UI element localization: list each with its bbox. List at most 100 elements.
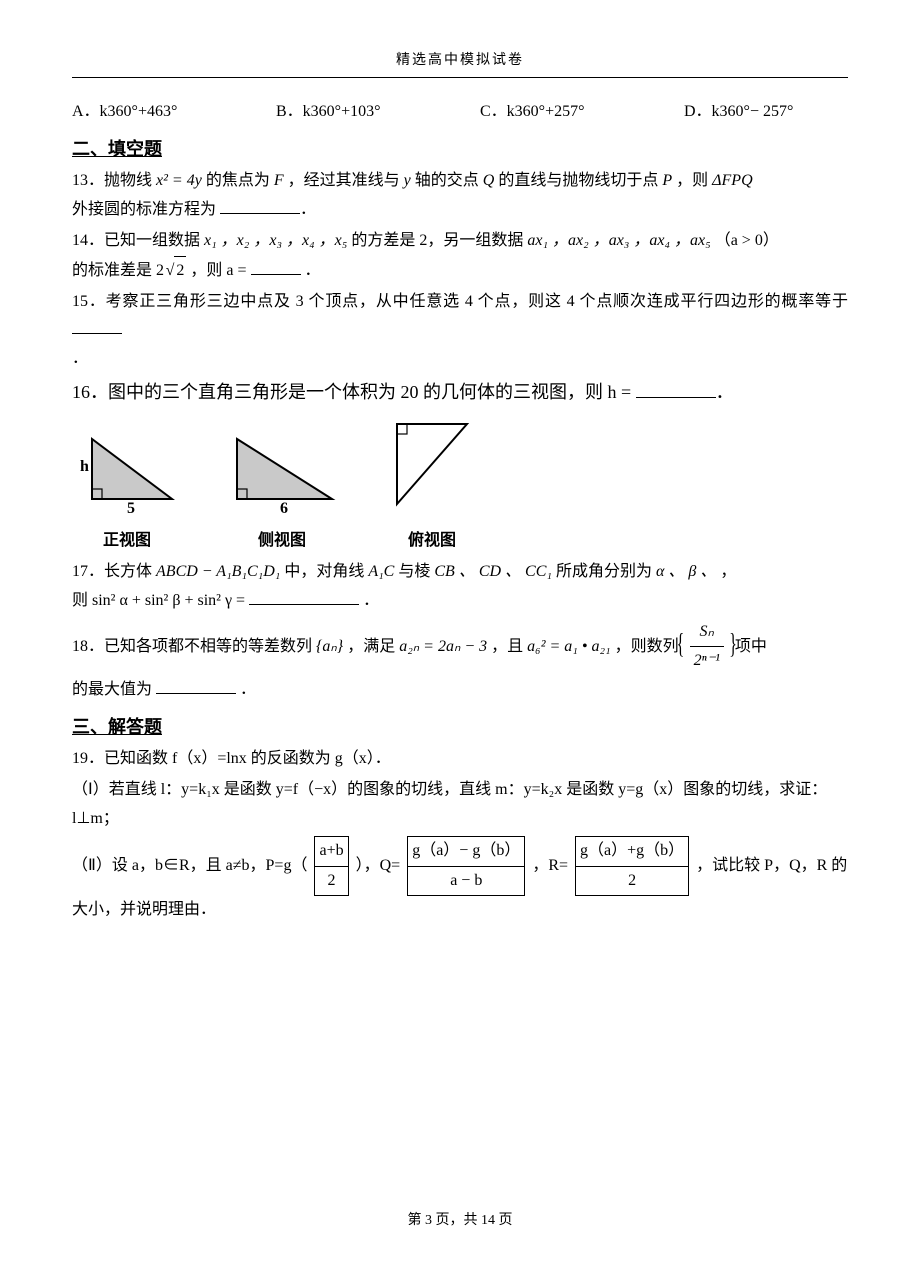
option-B: B．k360°+103°	[276, 98, 440, 127]
q17-diag: A₁C	[368, 563, 394, 580]
q17-d: 所成角分别为	[556, 563, 656, 580]
q16-blank	[636, 379, 716, 398]
q14-a: 14．已知一组数据	[72, 232, 204, 249]
section-3-title: 三、解答题	[72, 711, 848, 743]
frac-Q-num: g（a）− g（b）	[407, 836, 525, 866]
q18-c: ，且	[491, 638, 527, 655]
q18: 18．已知各项都不相等的等差数列 {aₙ} ，满足 a₂ₙ = 2aₙ − 3 …	[72, 618, 848, 705]
q18-e: 项中	[735, 638, 767, 655]
q12-options: A．k360°+463° B．k360°+103° C．k360°+257° D…	[72, 98, 848, 127]
q19p2c: ，R=	[532, 857, 568, 874]
q17-c: 与棱	[398, 563, 434, 580]
q14-sqrt: 2√2	[156, 262, 186, 279]
q17-dot: ．	[363, 592, 379, 609]
label-5: 5	[127, 500, 135, 514]
frac-R-num: g（a）+g（b）	[575, 836, 689, 866]
q19p2d: ，试比较 P，Q，R 的	[696, 857, 847, 874]
side-view: 6 侧视图	[222, 429, 342, 556]
q17-a: 17．长方体	[72, 563, 156, 580]
side-view-svg: 6	[222, 429, 342, 514]
q14: 14．已知一组数据 x₁ ，x₂ ，x₃ ，x₄ ，x₅ 的方差是 2，另一组数…	[72, 227, 848, 286]
q13-text-g: 外接圆的标准方程为	[72, 201, 216, 218]
q18-g: ．	[240, 681, 256, 698]
header-text: 精选高中模拟试卷	[396, 53, 524, 68]
q14-blank	[251, 258, 301, 275]
top-view: 俯视图	[382, 414, 482, 556]
q18-frac: Sₙ 2ⁿ⁻¹	[683, 618, 731, 677]
q13-text-a: 13．抛物线	[72, 172, 156, 189]
q17-sum: 则 sin² α + sin² β + sin² γ =	[72, 592, 245, 609]
q17-body: ABCD − A₁B₁C₁D₁	[156, 563, 280, 580]
footer-middle: 页，共	[436, 1213, 482, 1228]
q17-angles: α 、 β 、	[656, 563, 720, 580]
q14-b: 的方差是 2，另一组数据	[351, 232, 527, 249]
q15-dot: ．	[72, 350, 88, 367]
top-caption: 俯视图	[382, 527, 482, 556]
q13-text-e: 的直线与抛物线切于点	[498, 172, 662, 189]
option-D: D．k360°− 257°	[684, 98, 848, 127]
q17: 17．长方体 ABCD − A₁B₁C₁D₁ 中，对角线 A₁C 与棱 CB 、…	[72, 558, 848, 616]
footer-total: 14	[481, 1213, 495, 1228]
exam-page: 精选高中模拟试卷 A．k360°+463° B．k360°+103° C．k36…	[0, 0, 920, 1273]
q13: 13．抛物线 x² = 4y 的焦点为 F ，经过其准线与 y 轴的交点 Q 的…	[72, 167, 848, 225]
frac-R: g（a）+g（b） 2	[575, 836, 689, 897]
q17-blank	[249, 588, 359, 605]
q19p2b: ），Q=	[356, 857, 401, 874]
q19p2: （Ⅱ）设 a，b∈R，且 a≠b，P=g（ a+b 2 ），Q= g（a）− g…	[72, 836, 848, 925]
q19p2e: 大小，并说明理由．	[72, 901, 216, 918]
q14-seq1: x₁ ，x₂ ，x₃ ，x₄ ，x₅	[204, 232, 347, 249]
frac-ab2-den: 2	[314, 866, 348, 897]
top-view-svg	[382, 414, 482, 514]
option-A: A．k360°+463°	[72, 98, 236, 127]
q18-seq: {aₙ}	[316, 638, 343, 655]
q14-f: ．	[305, 262, 321, 279]
q15-blank	[72, 317, 122, 334]
three-views: h 5 正视图 6 侧视图 俯视图	[72, 414, 848, 556]
footer-prefix: 第	[408, 1213, 426, 1228]
q14-e: ，则 a =	[190, 262, 246, 279]
q13-text-b: 的焦点为	[206, 172, 274, 189]
label-h: h	[80, 458, 89, 475]
front-view-svg: h 5	[72, 429, 182, 514]
q18-d: ，则数列	[615, 638, 683, 655]
q19p1: （Ⅰ）若直线 l：y=k₁x 是函数 y=f（−x）的图象的切线，直线 m：y=…	[72, 776, 848, 834]
q18-a: 18．已知各项都不相等的等差数列	[72, 638, 316, 655]
q14-d: 的标准差是	[72, 262, 156, 279]
q18-b: ，满足	[347, 638, 399, 655]
label-6: 6	[280, 500, 288, 514]
q18-sq: a₆² = a₁ • a₂₁	[527, 638, 610, 655]
q13-text-c: ，经过其准线与	[288, 172, 404, 189]
q13-P: P	[662, 172, 672, 189]
frac-R-den: 2	[575, 866, 689, 897]
q13-text-d: 轴的交点	[415, 172, 483, 189]
q18-blank	[156, 677, 236, 694]
frac-ab2-num: a+b	[314, 836, 348, 866]
q18-frac-den: 2ⁿ⁻¹	[690, 646, 724, 676]
q18-frac-num: Sₙ	[690, 618, 724, 647]
q18-f: 的最大值为	[72, 681, 152, 698]
q13-blank	[220, 197, 300, 214]
side-caption: 侧视图	[222, 527, 342, 556]
q16-a: 16．图中的三个直角三角形是一个体积为 20 的几何体的三视图，则 h =	[72, 382, 631, 402]
q17-edges: CB 、 CD 、 CC₁	[434, 563, 552, 580]
option-C: C．k360°+257°	[480, 98, 644, 127]
q13-FPQ: ΔFPQ	[712, 172, 753, 189]
page-footer: 第 3 页，共 14 页	[0, 1208, 920, 1233]
frac-Q: g（a）− g（b） a − b	[407, 836, 525, 897]
q14-c: （a > 0）	[715, 232, 779, 249]
front-view: h 5 正视图	[72, 429, 182, 556]
q13-y: y	[404, 172, 411, 189]
frac-Q-den: a − b	[407, 866, 525, 897]
page-header: 精选高中模拟试卷	[72, 48, 848, 73]
section-2-title: 二、填空题	[72, 133, 848, 165]
q19p1a: （Ⅰ）若直线 l：y=k₁x 是函数 y=f（−x）的图象的切线，直线 m：y=…	[72, 781, 827, 798]
footer-page: 3	[425, 1213, 432, 1228]
q15-text: 15．考察正三角形三边中点及 3 个顶点，从中任意选 4 个点，则这 4 个点顺…	[72, 293, 848, 310]
q13-expr: x² = 4y	[156, 172, 202, 189]
q17-b: 中，对角线	[284, 563, 368, 580]
q18-rel: a₂ₙ = 2aₙ − 3	[399, 638, 487, 655]
q16: 16．图中的三个直角三角形是一个体积为 20 的几何体的三视图，则 h = ．	[72, 376, 848, 408]
front-caption: 正视图	[72, 527, 182, 556]
q19p2a: （Ⅱ）设 a，b∈R，且 a≠b，P=g（	[72, 857, 307, 874]
frac-ab2: a+b 2	[314, 836, 348, 897]
